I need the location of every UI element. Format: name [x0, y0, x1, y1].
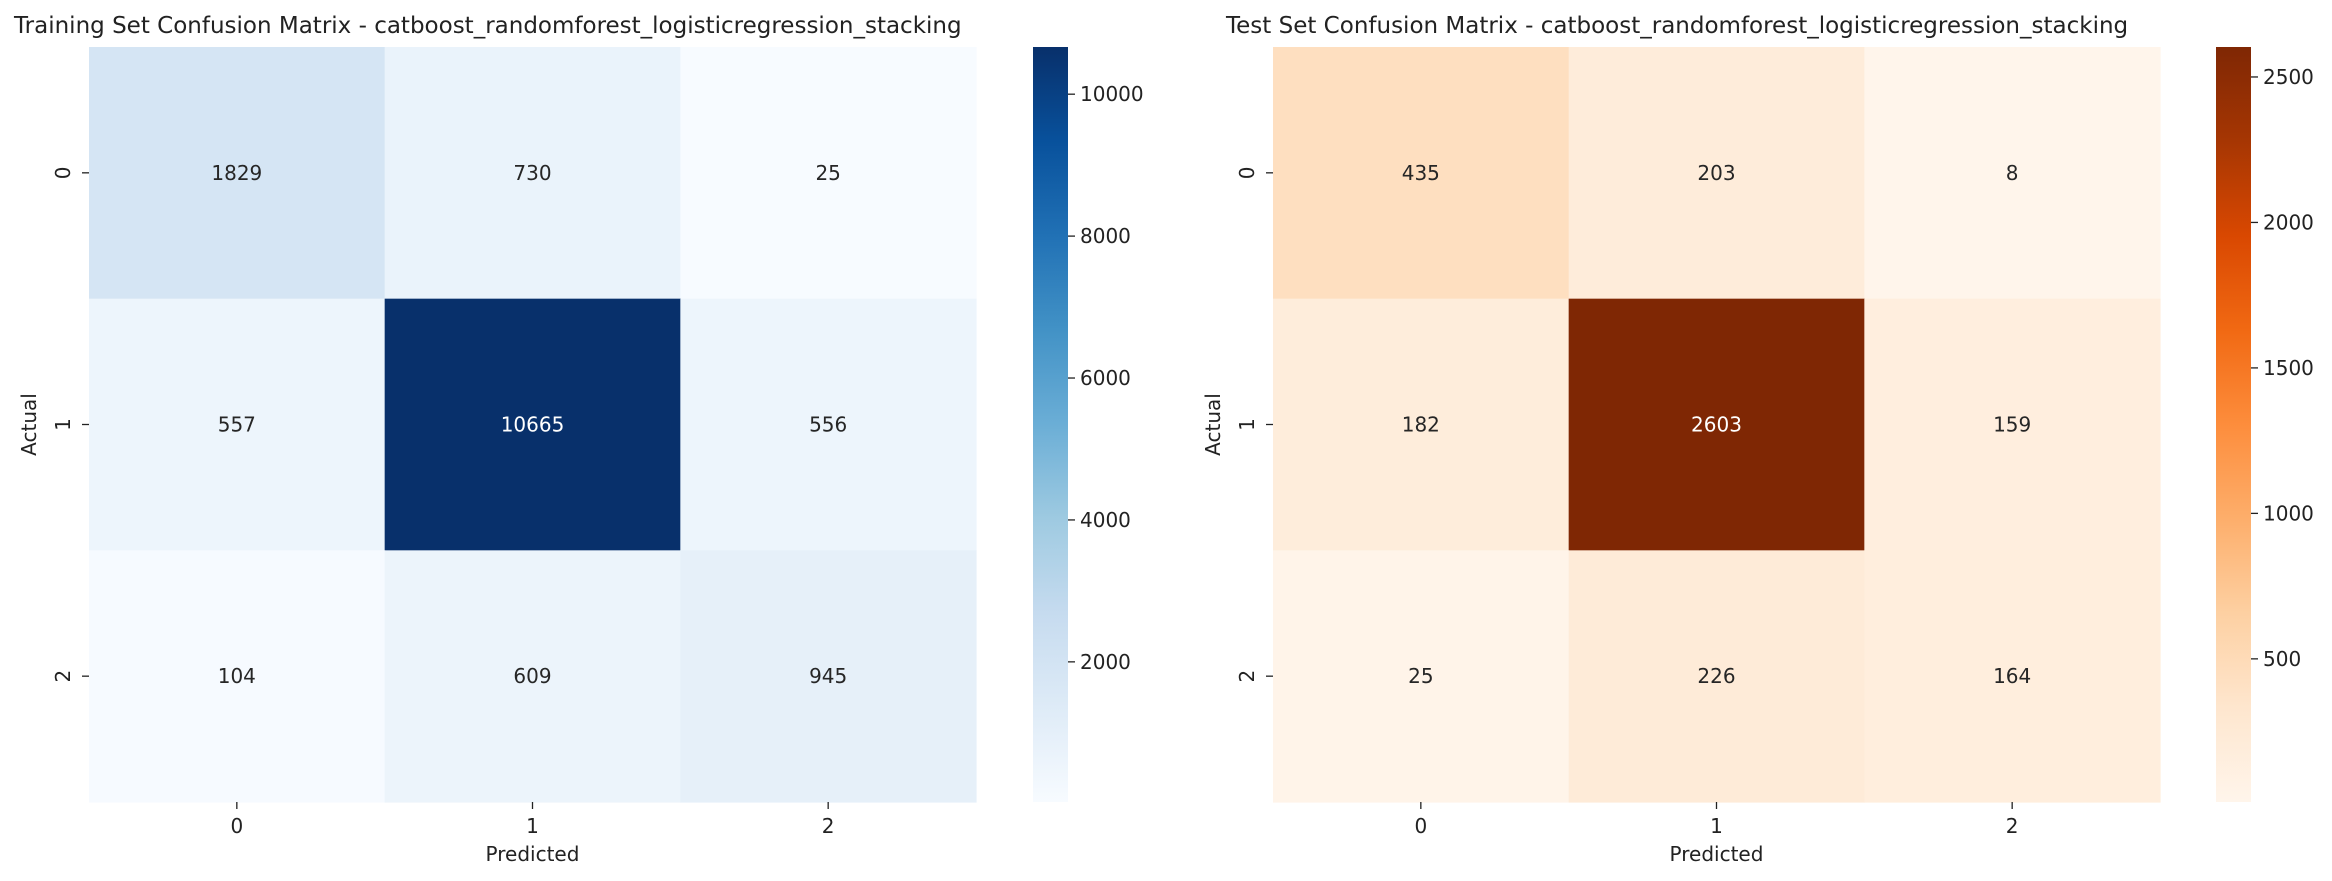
- chart-title: Test Set Confusion Matrix - catboost_ran…: [1225, 13, 2128, 39]
- heatmap-cell: [1568, 298, 1865, 551]
- cell-value-label: 25: [1408, 664, 1433, 688]
- colorbar-tick-label: 4000: [1080, 508, 1131, 532]
- cell-value-label: 556: [809, 413, 847, 437]
- colorbar: [2216, 47, 2251, 802]
- heatmap-panel-test: Test Set Confusion Matrix - catboost_ran…: [1201, 13, 2314, 866]
- heatmap-cell: [1273, 298, 1570, 551]
- heatmap-cell: [1864, 550, 2161, 803]
- x-tick-label: 2: [822, 814, 835, 838]
- y-axis-label: Actual: [1201, 393, 1225, 456]
- heatmap-cell: [680, 47, 977, 300]
- heatmap-panel-train: Training Set Confusion Matrix - catboost…: [13, 13, 1144, 866]
- colorbar-tick-label: 2000: [1080, 650, 1131, 674]
- x-tick-label: 2: [2006, 814, 2019, 838]
- cell-value-label: 8: [2006, 161, 2019, 185]
- heatmap-cell: [89, 550, 386, 803]
- x-tick-label: 1: [1710, 814, 1723, 838]
- heatmap-cell: [680, 298, 977, 551]
- colorbar-tick-label: 6000: [1080, 366, 1131, 390]
- cell-value-label: 226: [1697, 664, 1735, 688]
- heatmap-cell: [1273, 550, 1570, 803]
- y-tick-label: 2: [1235, 670, 1259, 683]
- colorbar-tick-label: 8000: [1080, 224, 1131, 248]
- y-tick-label: 0: [1235, 166, 1259, 179]
- cell-value-label: 1829: [211, 161, 262, 185]
- cell-value-label: 945: [809, 664, 847, 688]
- y-tick-label: 1: [1235, 418, 1259, 431]
- heatmap-cell: [680, 550, 977, 803]
- y-tick-label: 1: [51, 418, 75, 431]
- heatmap-cell: [1864, 47, 2161, 300]
- colorbar-tick-label: 2500: [2263, 65, 2314, 89]
- heatmap-cell: [89, 298, 386, 551]
- cell-value-label: 557: [218, 413, 256, 437]
- heatmap-cell: [1568, 550, 1865, 803]
- colorbar: [1033, 47, 1068, 802]
- x-tick-label: 1: [526, 814, 539, 838]
- heatmap-cell: [89, 47, 386, 300]
- cell-value-label: 203: [1697, 161, 1735, 185]
- y-tick-label: 2: [51, 670, 75, 683]
- colorbar-tick-label: 10000: [1080, 82, 1144, 106]
- heatmap-cell: [384, 47, 681, 300]
- heatmap-cell: [384, 298, 681, 551]
- colorbar-tick-label: 1000: [2263, 501, 2314, 525]
- heatmap-cell: [384, 550, 681, 803]
- y-tick-label: 0: [51, 166, 75, 179]
- cell-value-label: 25: [815, 161, 840, 185]
- heatmap-cell: [1273, 47, 1570, 300]
- x-tick-label: 0: [230, 814, 243, 838]
- y-axis-label: Actual: [17, 393, 41, 456]
- x-tick-label: 0: [1414, 814, 1427, 838]
- heatmap-cell: [1568, 47, 1865, 300]
- cell-value-label: 730: [513, 161, 551, 185]
- colorbar-tick-label: 1500: [2263, 356, 2314, 380]
- heatmap-cell: [1864, 298, 2161, 551]
- colorbar-tick-label: 500: [2263, 647, 2301, 671]
- colorbar-tick-label: 2000: [2263, 210, 2314, 234]
- cell-value-label: 159: [1993, 413, 2031, 437]
- cell-value-label: 435: [1402, 161, 1440, 185]
- cell-value-label: 609: [513, 664, 551, 688]
- chart-title: Training Set Confusion Matrix - catboost…: [13, 13, 962, 39]
- x-axis-label: Predicted: [1670, 842, 1764, 866]
- cell-value-label: 164: [1993, 664, 2031, 688]
- cell-value-label: 2603: [1691, 413, 1742, 437]
- cell-value-label: 104: [218, 664, 256, 688]
- x-axis-label: Predicted: [486, 842, 580, 866]
- cell-value-label: 182: [1402, 413, 1440, 437]
- cell-value-label: 10665: [501, 413, 565, 437]
